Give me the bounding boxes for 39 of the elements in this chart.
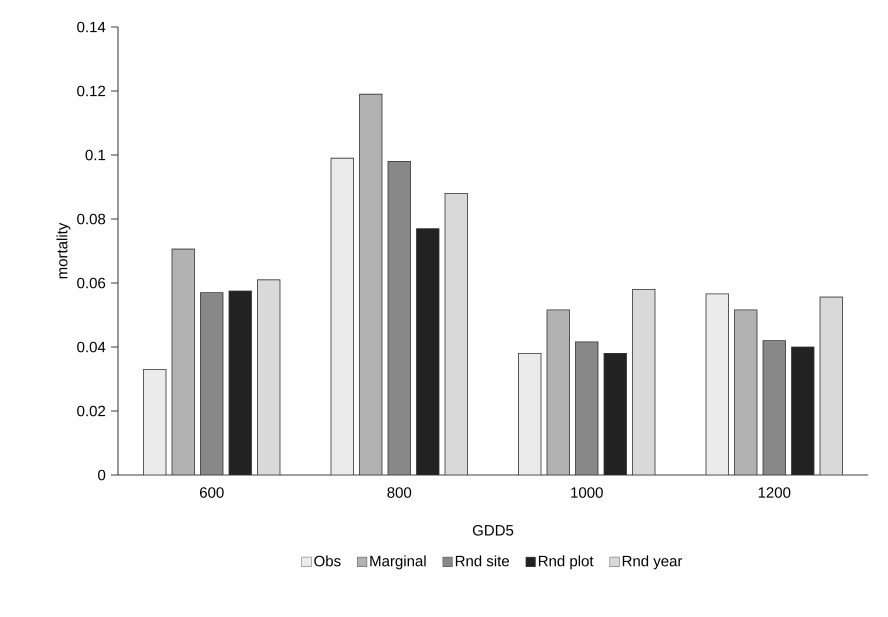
y-tick-label: 0.08 — [77, 214, 106, 224]
bar — [416, 228, 440, 475]
bar — [143, 369, 166, 475]
legend-label: Obs — [314, 555, 341, 566]
bar — [330, 158, 354, 475]
bar — [200, 292, 224, 475]
bar — [762, 340, 786, 475]
y-tick-label: 0.02 — [77, 406, 106, 416]
bar — [444, 193, 468, 475]
y-tick-label: 0.12 — [77, 86, 106, 96]
y-tick-label: 0.14 — [77, 22, 106, 32]
bar — [604, 353, 627, 475]
bar — [228, 290, 252, 475]
y-tick-label: 0.04 — [77, 342, 106, 352]
bar — [575, 341, 598, 475]
x-tick-label: 1000 — [571, 487, 603, 498]
x-tick-label: 1200 — [758, 487, 790, 498]
x-tick-label: 800 — [387, 487, 412, 498]
legend-label: Rnd year — [622, 555, 682, 570]
y-axis-title: mortality — [56, 222, 70, 278]
y-tick-label: 0.06 — [77, 278, 106, 288]
bar — [172, 248, 195, 475]
bar — [546, 309, 570, 475]
legend-label: Marginal — [370, 555, 426, 570]
x-tick-label: 600 — [200, 487, 224, 498]
legend-label: Rnd plot — [538, 555, 594, 570]
y-tick-label: 0.1 — [86, 150, 106, 160]
bar — [388, 161, 411, 475]
bar — [257, 279, 280, 475]
x-axis-title: GDD5 — [472, 525, 514, 536]
bar — [791, 346, 814, 475]
y-tick-label: 0 — [98, 470, 106, 480]
bar — [359, 94, 382, 475]
bar — [734, 309, 758, 475]
legend-label: Rnd site — [456, 555, 509, 566]
bar — [820, 296, 843, 475]
bar — [518, 353, 542, 475]
bar — [706, 293, 729, 475]
bar — [632, 289, 656, 475]
